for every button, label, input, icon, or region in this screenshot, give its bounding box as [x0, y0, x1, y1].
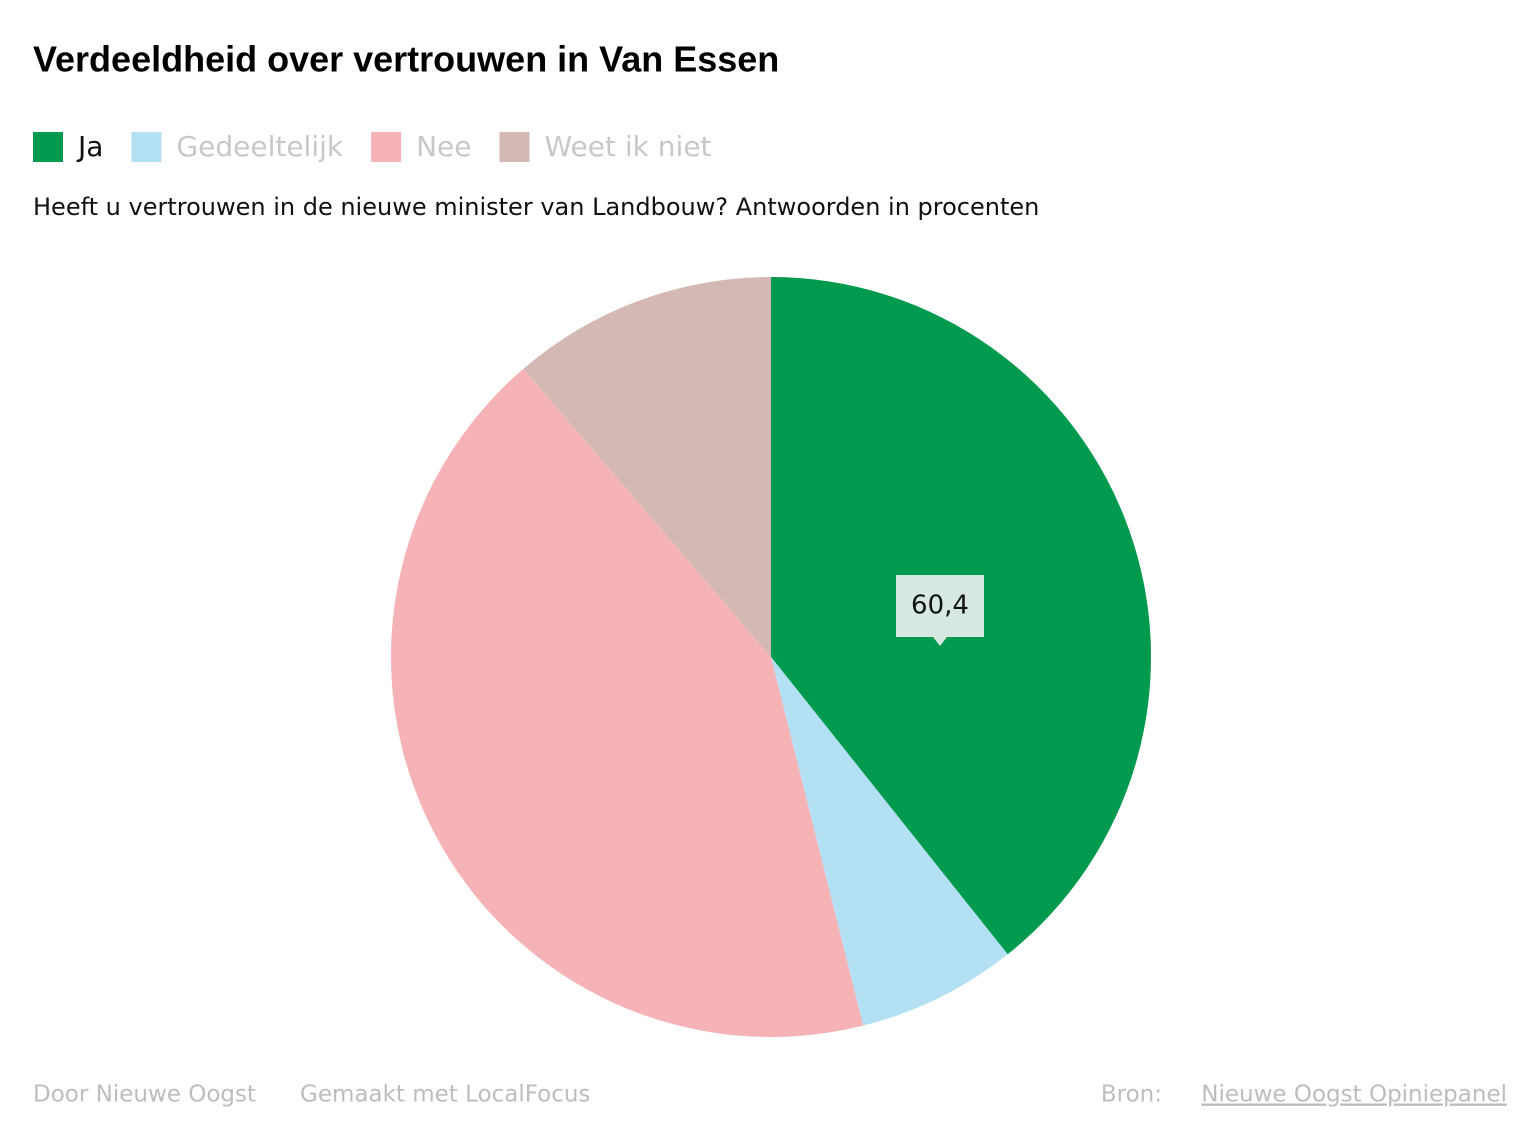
legend-swatch[interactable] — [371, 132, 402, 162]
pie-slice[interactable] — [391, 368, 864, 1037]
tooltip-box — [896, 575, 984, 637]
chart-title: Verdeeldheid over vertrouwen in Van Esse… — [33, 39, 779, 80]
legend-label[interactable]: Gedeeltelijk — [176, 130, 343, 163]
footer-source-label: Bron: — [1101, 1082, 1162, 1108]
legend-swatch[interactable] — [499, 132, 530, 162]
pie-slice[interactable] — [523, 277, 771, 657]
subtitle: Heeft u vertrouwen in de nieuwe minister… — [33, 193, 1039, 221]
tooltip: 60,4 — [896, 575, 984, 646]
legend-swatch[interactable] — [33, 132, 63, 162]
pie — [391, 277, 1152, 1037]
tooltip-label: 60,4 — [911, 591, 969, 621]
legend: Ja Gedeeltelijk Nee Weet ik niet — [33, 130, 712, 163]
pie-slice[interactable] — [771, 657, 1008, 1026]
footer-source[interactable]: Nieuwe Oogst Opiniepanel — [1201, 1082, 1507, 1108]
legend-label[interactable]: Weet ik niet — [545, 130, 712, 163]
tooltip-pointer — [933, 637, 947, 646]
legend-label[interactable]: Ja — [76, 130, 103, 163]
legend-swatch[interactable] — [131, 132, 162, 162]
legend-label[interactable]: Nee — [416, 130, 471, 163]
footer-made-with[interactable]: Gemaakt met LocalFocus — [300, 1082, 590, 1108]
footer-author: Door Nieuwe Oogst — [33, 1082, 256, 1108]
